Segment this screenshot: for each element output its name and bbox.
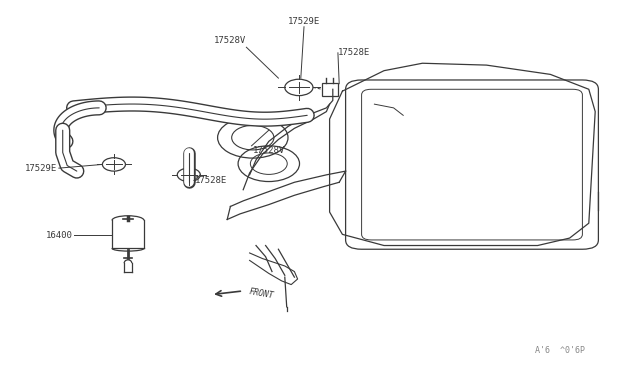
Text: FRONT: FRONT (248, 287, 275, 301)
Text: 17529E: 17529E (26, 164, 58, 173)
Text: A'6  ^0'6P: A'6 ^0'6P (535, 346, 585, 355)
Text: 17528E: 17528E (195, 176, 227, 185)
Text: 16400: 16400 (45, 231, 72, 240)
Bar (322, 83, 338, 96)
Text: 17529E: 17529E (288, 17, 320, 26)
Text: 17528V: 17528V (253, 146, 285, 155)
Text: 17528V: 17528V (214, 36, 246, 45)
Text: 17528E: 17528E (338, 48, 370, 57)
